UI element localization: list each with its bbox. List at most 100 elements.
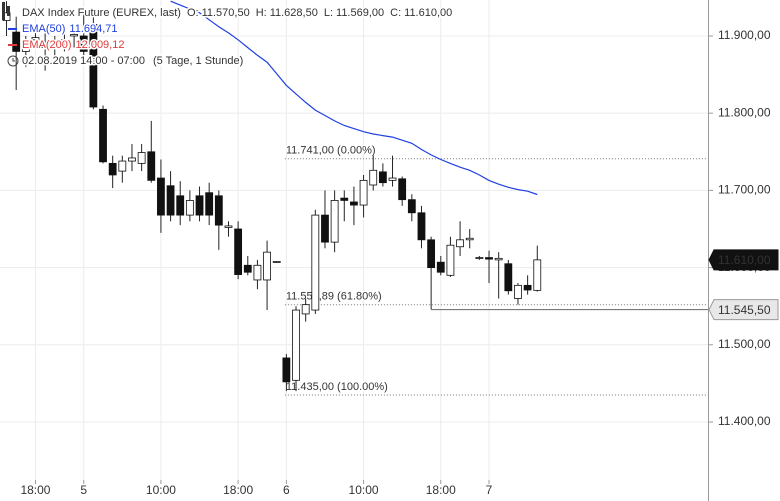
candle-body [350, 201, 358, 206]
candle-body [533, 259, 542, 291]
legend-entry: EMA(200) 12.009,12 [22, 39, 124, 51]
period: 02.08.2019 14:00 - 07:00 [22, 55, 145, 67]
candle-body [388, 177, 397, 181]
y-tick-label: 11.800,00 [718, 105, 771, 119]
price-tag [708, 299, 779, 321]
candle-body [157, 177, 165, 216]
candle-body [272, 261, 281, 263]
candle-body [514, 284, 522, 299]
candle-body [89, 23, 98, 108]
candle-body [243, 264, 252, 273]
candle-body [185, 200, 194, 216]
y-tick-label: 11.700,00 [718, 183, 771, 197]
candle-body [253, 264, 262, 281]
candle-body [60, 39, 69, 45]
candle-body [378, 171, 387, 184]
candle-body [41, 43, 50, 48]
legend: EMA(50) 11.694,71 EMA(200) 12.009,12 [8, 21, 126, 52]
y-tick-label: 11.400,00 [718, 414, 771, 428]
legend-entry: EMA(50) 11.694,71 [22, 23, 118, 35]
candle-body [407, 199, 416, 214]
x-tick-label: 7 [486, 483, 493, 497]
candle-body [494, 257, 503, 261]
x-tick-label: 10:00 [146, 483, 176, 497]
fib-label: 11.551,89 (61.80%) [286, 291, 382, 303]
icon [7, 6, 10, 16]
fib-label: 11.741,00 (0.00%) [286, 145, 376, 157]
ohlc-value: 11.628,50 [270, 7, 318, 19]
icon [2, 2, 5, 20]
candle-body [70, 34, 78, 37]
legend-value: 11.694,71 [69, 23, 117, 35]
y-tick-label: 11.500,00 [718, 337, 771, 351]
ohlc-key: C: [390, 7, 401, 19]
candle-body [504, 263, 513, 292]
price-tag-label: 11.610,00 [718, 253, 771, 267]
price-tag [708, 249, 779, 271]
ohlc-value: 11.570,50 [202, 7, 250, 19]
candle-body [369, 169, 378, 186]
x-tick-label: 18:00 [223, 483, 253, 497]
candle-body [205, 192, 214, 216]
candle-body [79, 35, 88, 52]
candle-body [31, 37, 40, 41]
candle-body [321, 214, 329, 243]
clock-icon [7, 55, 19, 67]
ema-line [170, 0, 538, 196]
x-tick-label: 18:00 [426, 483, 456, 497]
legend-value: 12.009,12 [76, 39, 125, 51]
fib-label: 11.435,00 (100.00%) [286, 381, 388, 393]
ohlc-key: L: [324, 7, 333, 19]
candle-body [195, 195, 204, 216]
candle-body [99, 108, 107, 163]
candle-body [128, 157, 136, 162]
candle-body [147, 151, 156, 181]
candle-body [166, 185, 175, 216]
plot-area: 18:00 5 10:00 18:00 6 10:00 18:00 7 11.741,00 (0… [0, 0, 708, 497]
candle-body [330, 200, 339, 243]
y-tick-label: 11.900,00 [718, 28, 771, 42]
period-line: 02.08.2019 14:00 - 07:00 (5 Tage, 1 Stund… [22, 55, 243, 67]
candle-body [446, 244, 455, 276]
candle-body [292, 309, 300, 381]
candle-body [263, 251, 271, 281]
candle-body [234, 228, 243, 275]
x-tick-label: 5 [80, 483, 87, 497]
candle-body [417, 212, 426, 241]
header: DAX Index Future (EUREX, last) O: 11.570,5… [2, 2, 454, 68]
legend-name: EMA(200) [22, 39, 72, 51]
candle-body [176, 195, 185, 216]
candle-body [214, 195, 223, 226]
candle-body [118, 160, 127, 172]
candle-body [475, 257, 484, 259]
candle-body [427, 239, 436, 269]
ohlc-value: 11.569,00 [336, 7, 384, 19]
legend-name: EMA(50) [22, 23, 65, 35]
candle-body [398, 178, 407, 201]
price-tag-label: 11.545,50 [718, 303, 771, 317]
clock-icon [12, 58, 15, 62]
candle-body [359, 179, 368, 206]
candle-body [21, 43, 30, 52]
candle-body [523, 284, 532, 291]
header-line: DAX Index Future (EUREX, last) O: 11.570,5… [22, 7, 452, 19]
candle-body [137, 152, 146, 164]
candle-body [485, 257, 493, 260]
ohlc-key: H: [256, 7, 267, 19]
candle-body [465, 237, 474, 241]
price-axis: 11.400,0011.500,0011.600,0011.700,0011.8… [708, 0, 779, 501]
x-tick-label: 10:00 [349, 483, 379, 497]
x-tick-label: 18:00 [20, 483, 50, 497]
candle-body [301, 304, 310, 315]
candle-body [50, 44, 59, 48]
candle-body [456, 239, 464, 248]
candle-body [224, 225, 233, 228]
x-tick-label: 6 [283, 483, 290, 497]
candle-body [340, 197, 349, 201]
ohlc-key: O: [187, 7, 199, 19]
candle-body [282, 357, 291, 383]
candle-body [311, 214, 320, 311]
candle-body [12, 31, 21, 52]
candle-body [108, 162, 117, 176]
